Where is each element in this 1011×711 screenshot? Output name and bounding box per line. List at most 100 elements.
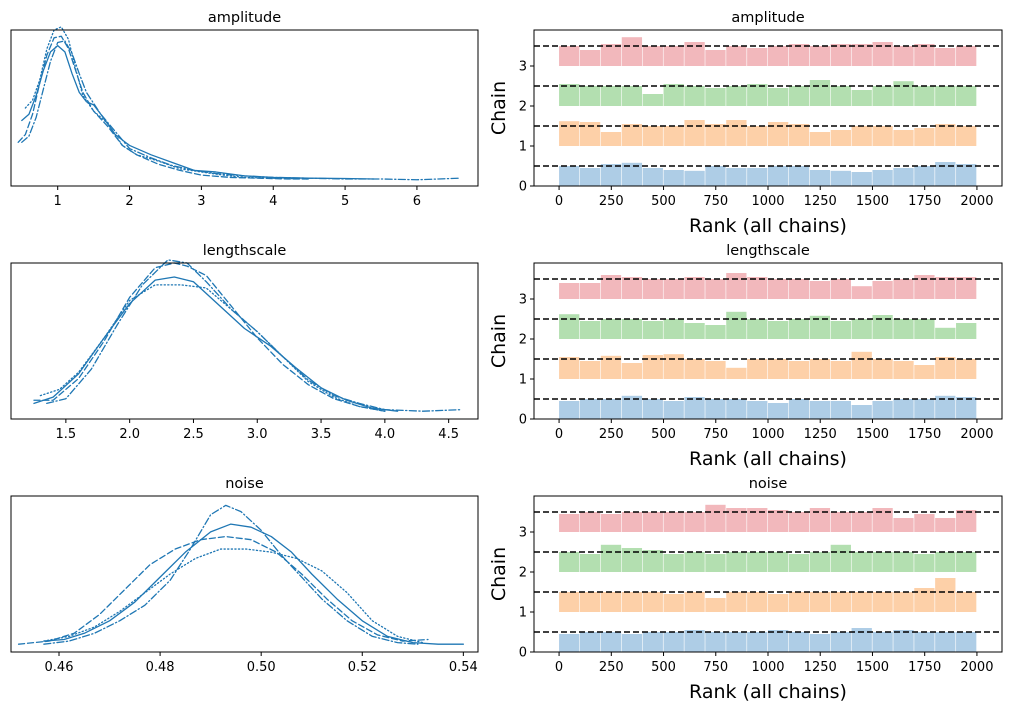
rank-bar (705, 361, 726, 379)
x-tick-label: 6 (413, 194, 421, 209)
rank-bar (684, 592, 705, 612)
rank-bar (600, 164, 622, 186)
rank-bar (642, 512, 663, 532)
rank-bar (872, 592, 893, 612)
x-tick-label: 0.46 (45, 660, 74, 675)
rank-bar (726, 86, 747, 106)
rank-bar (600, 319, 622, 339)
rank-bar (914, 166, 935, 186)
x-tick-label: 1500 (856, 194, 889, 209)
x-tick-label: 0 (555, 427, 563, 442)
rank-bar (559, 121, 580, 146)
rank-bar (830, 130, 851, 146)
rank-bar (830, 279, 851, 299)
rank-bar (747, 168, 768, 186)
rank-bar (872, 552, 893, 572)
rank-bar (747, 48, 768, 66)
x-tick-label: 5 (341, 194, 349, 209)
kde-line-chain-3 (46, 259, 463, 412)
rank-bar (914, 319, 935, 339)
x-tick-label: 4 (269, 194, 277, 209)
rank-bar (893, 279, 914, 299)
rank-bar (579, 399, 601, 419)
rank-bar (914, 632, 935, 652)
rank-bar (768, 630, 789, 652)
rank-bar (642, 321, 663, 339)
rank-bar (621, 86, 643, 106)
rank-bar (621, 124, 643, 146)
rank-bar (956, 632, 977, 652)
rank-bar (747, 401, 768, 419)
y-axis-label: Chain (488, 547, 510, 601)
kde-line-chain-1 (33, 262, 386, 412)
rank-bar (600, 592, 622, 612)
rank-bar (935, 632, 956, 652)
rank-bar (768, 166, 789, 186)
rank-bar (830, 632, 851, 652)
x-tick-label: 750 (703, 194, 728, 209)
rank-bar (684, 630, 705, 652)
rank-bar (705, 554, 726, 572)
rank-bar (788, 361, 810, 379)
rank-bar (768, 46, 789, 66)
subplot-title: noise (225, 476, 264, 492)
rank-bar (600, 132, 622, 146)
rank-bar (705, 399, 726, 419)
rank-bar (935, 48, 956, 66)
rank-bar (809, 46, 831, 66)
rank-bar (914, 128, 935, 146)
axes-frame (533, 262, 1003, 420)
rank-bar (705, 632, 726, 652)
rank-bar (872, 401, 893, 419)
rank-bar (726, 399, 747, 419)
rank-bar (705, 504, 726, 532)
x-tick-label: 1250 (804, 660, 837, 675)
rank-bar (642, 94, 663, 106)
x-tick-label: 4.0 (375, 427, 396, 442)
rank-bar (621, 395, 643, 419)
rank-bar (830, 592, 851, 612)
rank-bar (914, 86, 935, 106)
rank-bar (684, 512, 705, 532)
rank-bar (642, 592, 663, 612)
x-tick-label: 1750 (908, 660, 941, 675)
rank-bar (851, 90, 872, 106)
rank-bar (809, 80, 831, 106)
rank-bar (809, 132, 831, 146)
rank-bar (726, 592, 747, 612)
axes-frame (533, 29, 1003, 187)
rank-bar (851, 628, 872, 652)
rank-bar (559, 634, 580, 652)
rank-bar (684, 323, 705, 339)
rank-bar (747, 632, 768, 652)
subplot-title: lengthscale (726, 243, 810, 259)
rank-bar (579, 592, 601, 612)
rank-bar (705, 124, 726, 146)
rank-bar (914, 554, 935, 572)
rank-bar (559, 166, 580, 186)
rank-bar (830, 401, 851, 419)
rank-bar (579, 86, 601, 106)
x-axis-label: Rank (all chains) (689, 215, 847, 237)
x-tick-label: 500 (651, 427, 676, 442)
rank-bar (621, 548, 643, 572)
rank-bar (830, 321, 851, 339)
x-axis-label: Rank (all chains) (689, 448, 847, 470)
rank-lengthscale-panel: 0 1 2 3 Rank (all chains) Chain 0 250 500 750 1000… (488, 243, 1003, 470)
rank-bar (893, 168, 914, 186)
rank-bar (726, 120, 747, 146)
rank-bar (956, 397, 977, 419)
rank-bar (559, 514, 580, 532)
rank-bar (705, 88, 726, 106)
rank-bar (872, 170, 893, 186)
y-tick-label: 1 (519, 373, 527, 388)
rank-bar (768, 359, 789, 379)
rank-bar (663, 632, 684, 652)
y-tick-label: 0 (519, 413, 527, 428)
axes-frame (10, 29, 479, 187)
rank-bar (935, 86, 956, 106)
rank-bar (935, 357, 956, 379)
rank-bar (788, 554, 810, 572)
rank-bar (768, 403, 789, 419)
rank-bar (956, 46, 977, 66)
